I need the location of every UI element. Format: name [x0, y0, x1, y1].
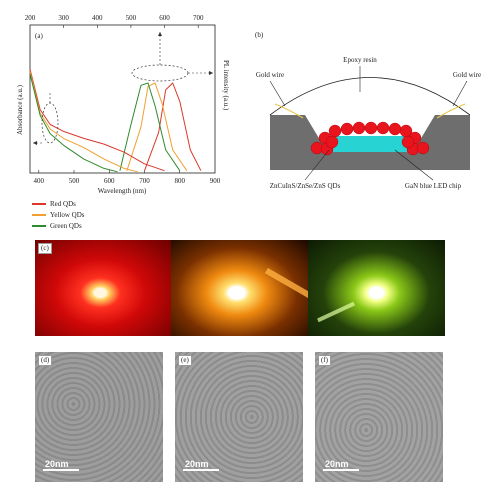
scale-label: 20nm — [185, 459, 209, 469]
top-tick: 600 — [159, 14, 170, 22]
bottom-tick: 500 — [69, 177, 80, 185]
pointer-chip — [394, 149, 434, 181]
bottom-tick: 700 — [139, 177, 150, 185]
scale-bar — [183, 469, 219, 471]
led-schematic: (b) Epoxy resin Gold wire Gold wire ZnCu… — [255, 31, 481, 190]
wire-glow — [317, 301, 355, 323]
photo-green-led — [308, 240, 445, 336]
arrow-right-icon — [209, 71, 213, 75]
epoxy-dome — [269, 77, 471, 116]
legend-label: Green QDs — [50, 222, 82, 230]
legend-red: Red QDs — [32, 200, 76, 208]
label-chip: GaN blue LED chip — [405, 182, 462, 190]
pl-curve-yellow-qds — [126, 82, 188, 171]
pl-curve-green-qds — [119, 82, 181, 171]
label-gold-wire-right: Gold wire — [453, 71, 481, 79]
label-gold-wire-left: Gold wire — [256, 71, 284, 79]
gold-wire-right — [436, 103, 466, 119]
top-axis: 200 300 400 500 600 700 — [25, 14, 204, 22]
legend-green: Green QDs — [32, 222, 82, 230]
pointer-gold-right — [452, 80, 468, 107]
scale-label: 20nm — [325, 459, 349, 469]
arrow-left-icon — [33, 141, 37, 145]
top-tick: 400 — [92, 14, 103, 22]
tem-image-d: (d) 20nm — [35, 352, 163, 482]
tem-image-f: (f) 20nm — [315, 352, 443, 482]
legend-label: Yellow QDs — [50, 211, 85, 219]
series-layer — [29, 68, 202, 173]
y-axis-left-label: Absorbance (a.u.) — [16, 84, 24, 135]
arrow-up-icon — [158, 32, 162, 36]
panel-e-tag: (e) — [178, 355, 192, 366]
photo-yellow-led — [171, 240, 308, 336]
tick-marks — [38, 25, 199, 173]
gold-wire-left — [274, 103, 304, 119]
legend-swatch-green — [32, 225, 46, 227]
label-epoxy: Epoxy resin — [343, 56, 377, 64]
wire-glow — [264, 267, 308, 299]
spectra-chart: (a) 200 300 400 500 600 700 400 500 600 … — [16, 14, 230, 195]
panel-d-tag: (d) — [38, 355, 53, 366]
absorbance-curve-green-qds — [29, 73, 118, 173]
absorbance-curve-yellow-qds — [29, 71, 138, 173]
legend-swatch-red — [32, 203, 46, 205]
y-axis-right-label: PL intensity (a.u.) — [222, 60, 230, 111]
panel-b-tag: (b) — [255, 31, 264, 39]
absorbance-curve-red-qds — [29, 68, 165, 172]
bottom-tick: 600 — [104, 177, 115, 185]
panel-c-tag: (c) — [38, 243, 52, 254]
scale-bar — [43, 469, 79, 471]
label-qds: ZnCuInS/ZnSe/ZnS QDs — [270, 182, 341, 190]
bottom-tick: 800 — [174, 177, 185, 185]
quantum-dots — [310, 121, 430, 156]
tem-image-e: (e) 20nm — [175, 352, 303, 482]
scale-label: 20nm — [45, 459, 69, 469]
pl-curve-red-qds — [144, 82, 202, 171]
scale-bar — [323, 469, 359, 471]
panel-a-tag: (a) — [35, 32, 43, 40]
led-chip — [333, 136, 407, 152]
pointer-gold-left — [269, 80, 286, 107]
panel-f-tag: (f) — [318, 355, 331, 366]
x-axis-label: Wavelength (nm) — [98, 187, 147, 195]
top-tick: 200 — [25, 14, 36, 22]
bottom-tick: 900 — [210, 177, 221, 185]
legend-swatch-yellow — [32, 214, 46, 216]
bottom-axis: 400 500 600 700 800 900 — [34, 177, 221, 185]
bottom-tick: 400 — [34, 177, 45, 185]
legend-label: Red QDs — [50, 200, 76, 208]
legend-yellow: Yellow QDs — [32, 211, 85, 219]
top-tick: 300 — [58, 14, 69, 22]
top-tick: 500 — [126, 14, 137, 22]
plot-frame — [29, 24, 216, 174]
pointer-qds — [304, 149, 330, 181]
top-tick: 700 — [193, 14, 204, 22]
pl-ellipse — [131, 64, 189, 82]
photo-red-led: (c) — [35, 240, 171, 336]
